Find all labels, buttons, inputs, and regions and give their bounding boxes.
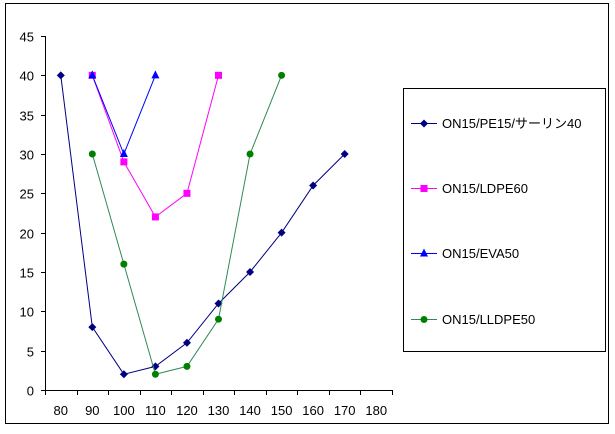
y-tick-label: 10 — [20, 305, 34, 320]
data-point — [119, 149, 128, 157]
y-tick-label: 15 — [20, 266, 34, 281]
legend-marker — [420, 316, 428, 323]
data-point — [182, 338, 191, 347]
x-tick-label: 100 — [113, 403, 135, 418]
data-point — [88, 323, 97, 332]
y-tick-label: 0 — [27, 384, 34, 399]
data-point — [151, 370, 159, 378]
series-0 — [56, 71, 349, 379]
data-point — [214, 299, 223, 308]
y-tick-label: 45 — [20, 30, 34, 45]
x-tick-label: 130 — [208, 403, 230, 418]
x-tick-label: 160 — [302, 403, 324, 418]
legend-label: ON15/PE15/サーリン40 — [442, 116, 581, 131]
x-tick-label: 110 — [145, 403, 166, 418]
legend-marker — [420, 248, 428, 257]
data-point — [278, 71, 286, 79]
legend: ON15/PE15/サーリン40 ON15/LDPE60 ON15/EVA50 ON1… — [403, 88, 606, 352]
x-tick-label: 140 — [239, 403, 261, 418]
data-point — [246, 150, 254, 158]
data-point — [119, 370, 128, 379]
data-point — [340, 150, 349, 158]
x-tick-label: 170 — [334, 403, 356, 418]
data-point — [88, 150, 96, 158]
data-point — [56, 71, 65, 80]
series-3 — [88, 71, 286, 378]
legend-item-0: ON15/PE15/サーリン40 — [411, 116, 581, 131]
data-point — [183, 189, 191, 197]
x-tick-label: 120 — [176, 403, 198, 418]
x-tick-label: 90 — [85, 403, 99, 418]
data-point — [120, 158, 128, 166]
y-tick-label: 20 — [20, 227, 34, 242]
legend-marker — [420, 119, 428, 128]
x-tick-label: 80 — [54, 403, 68, 418]
legend-item-3: ON15/LLDPE50 — [411, 312, 535, 327]
data-point — [120, 260, 128, 268]
y-tick-label: 40 — [20, 69, 34, 84]
x-tick-label: 180 — [365, 403, 387, 418]
y-tick-label: 35 — [20, 109, 34, 124]
data-point — [277, 228, 286, 237]
legend-label: ON15/LDPE60 — [442, 181, 528, 196]
data-point — [215, 71, 222, 79]
y-tick-label: 25 — [20, 187, 34, 202]
data-point — [151, 70, 160, 79]
series-2 — [88, 70, 160, 157]
y-tick-label: 30 — [20, 148, 34, 163]
y-tick-label: 5 — [27, 345, 34, 360]
axes: 0 5 10 15 20 25 30 35 40 45 80 90 100 110 120 130 140 150… — [20, 30, 393, 418]
data-point — [151, 213, 159, 221]
data-point — [215, 315, 222, 323]
legend-label: ON15/EVA50 — [442, 246, 519, 261]
legend-item-1: ON15/LDPE60 — [411, 181, 528, 196]
legend-item-2: ON15/EVA50 — [411, 246, 519, 261]
legend-label: ON15/LLDPE50 — [442, 312, 535, 327]
legend-marker — [420, 185, 428, 192]
series-group — [56, 70, 349, 379]
data-point — [183, 362, 191, 370]
data-point — [309, 181, 318, 190]
data-point — [88, 70, 97, 79]
legend-box — [403, 88, 606, 352]
series-line — [60, 75, 346, 375]
data-point — [246, 268, 255, 276]
x-tick-label: 150 — [271, 403, 293, 418]
